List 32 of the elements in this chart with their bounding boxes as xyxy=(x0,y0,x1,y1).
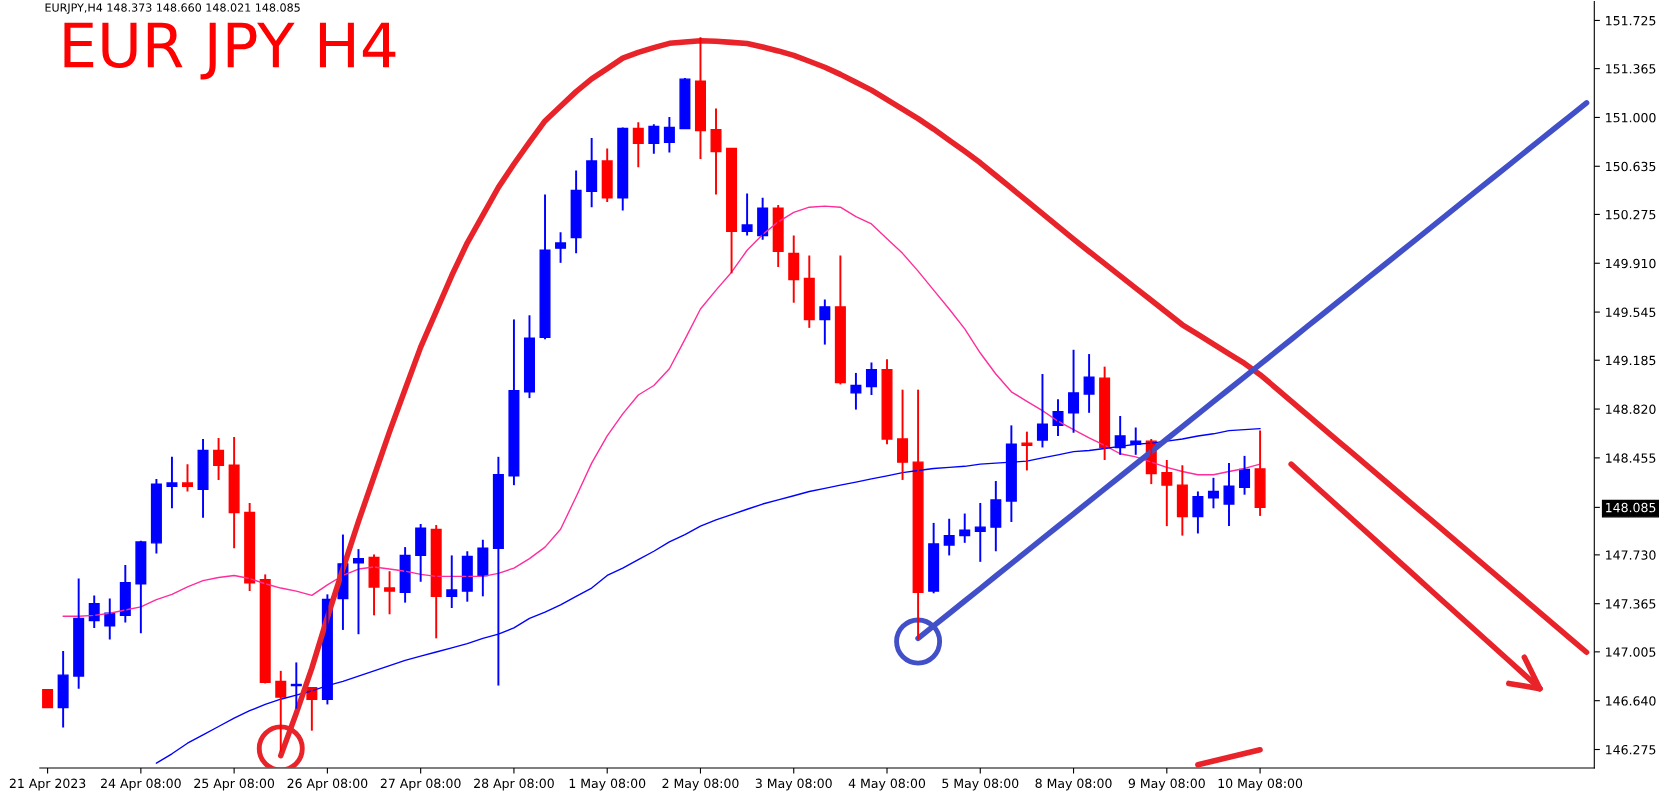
y-tick-label: 150.275 xyxy=(1606,209,1656,220)
x-tick-label: 4 May 08:00 xyxy=(848,778,926,791)
x-tick-label: 28 Apr 08:00 xyxy=(474,778,554,791)
y-tick-label: 146.640 xyxy=(1606,696,1656,706)
y-tick-label: 150.635 xyxy=(1606,161,1656,172)
y-tick-label: 147.365 xyxy=(1606,599,1656,609)
chart-title: EUR JPY H4 xyxy=(64,22,396,80)
y-tick-label: 151.725 xyxy=(1606,15,1656,26)
y-tick-label: 151.365 xyxy=(1606,64,1656,74)
chart-subtitle: EURJPY,H4 148.373 148.660 148.021 148.085 xyxy=(45,3,300,14)
x-tick-label: 21 Apr 2023 xyxy=(9,778,86,791)
x-tick-label: 26 Apr 08:00 xyxy=(287,778,368,791)
y-tick-label: 146.275 xyxy=(1606,744,1656,755)
y-tick-label: 148.085 xyxy=(1606,502,1656,513)
y-tick-label: 147.005 xyxy=(1606,647,1656,657)
x-tick-label: 24 Apr 08:00 xyxy=(101,778,181,791)
x-tick-label: 1 May 08:00 xyxy=(569,778,646,791)
x-tick-label: 10 May 08:00 xyxy=(1218,778,1303,791)
x-tick-label: 27 Apr 08:00 xyxy=(380,778,461,791)
y-tick-label: 147.730 xyxy=(1606,550,1656,560)
y-tick-label: 149.545 xyxy=(1606,307,1656,317)
y-tick-label: 148.455 xyxy=(1606,453,1656,463)
y-tick-label: 149.185 xyxy=(1606,355,1656,366)
y-tick-label: 149.910 xyxy=(1606,258,1656,269)
x-tick-label: 9 May 08:00 xyxy=(1128,778,1205,791)
y-tick-label: 151.000 xyxy=(1606,112,1656,123)
x-tick-label: 2 May 08:00 xyxy=(662,778,739,791)
x-tick-label: 5 May 08:00 xyxy=(942,778,1019,791)
y-tick-label: 148.820 xyxy=(1606,404,1656,414)
x-tick-label: 25 Apr 08:00 xyxy=(194,778,275,791)
x-tick-label: 8 May 08:00 xyxy=(1035,778,1112,791)
x-tick-label: 3 May 08:00 xyxy=(755,778,832,791)
